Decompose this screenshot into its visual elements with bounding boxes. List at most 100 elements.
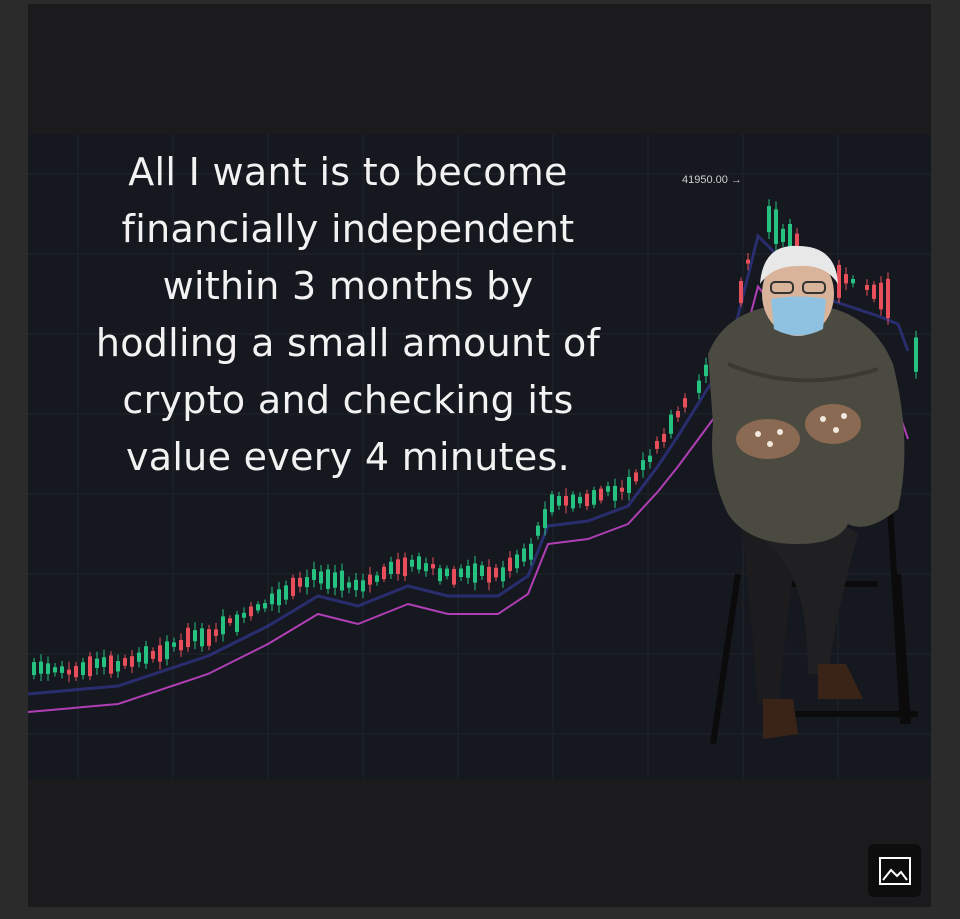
candle-body: [67, 669, 71, 675]
moving-average-line: [28, 284, 909, 713]
candle-body: [256, 604, 260, 611]
candle-body: [592, 490, 596, 505]
candle-body: [291, 577, 295, 596]
candle-body: [333, 572, 337, 588]
candlestick-chart: [28, 134, 931, 779]
candle-body: [354, 579, 358, 591]
candle-body: [361, 580, 365, 592]
candle-body: [39, 661, 43, 674]
candle-body: [606, 486, 610, 492]
candle-body: [466, 565, 470, 578]
candle-body: [53, 667, 57, 673]
candle-body: [564, 495, 568, 506]
candle-body: [368, 574, 372, 585]
candle-body: [648, 455, 652, 462]
candle-body: [522, 548, 526, 562]
candle-body: [452, 568, 456, 585]
candle-body: [431, 564, 435, 569]
candle-body: [319, 571, 323, 584]
candle-body: [207, 629, 211, 646]
candle-body: [165, 641, 169, 660]
candle-body: [669, 414, 673, 434]
meme-image: All I want is to become financially inde…: [28, 134, 931, 779]
candle-body: [305, 577, 309, 588]
candle-body: [312, 569, 316, 580]
candle-body: [340, 570, 344, 591]
candle-body: [74, 666, 78, 678]
candle-body: [186, 627, 190, 648]
candle-body: [263, 603, 267, 609]
candle-body: [620, 487, 624, 492]
seated-person-illustration: [708, 245, 918, 745]
candle-body: [123, 658, 127, 666]
candle-body: [571, 494, 575, 509]
candle-body: [641, 460, 645, 471]
candle-body: [634, 472, 638, 482]
candle-body: [515, 554, 519, 569]
candle-body: [627, 476, 631, 493]
candle-body: [872, 284, 876, 299]
candle-body: [228, 618, 232, 623]
image-icon: [878, 856, 911, 885]
candle-body: [473, 563, 477, 583]
candle-body: [95, 658, 99, 668]
candle-body: [879, 282, 883, 310]
image-frame: All I want is to become financially inde…: [28, 4, 931, 907]
candle-body: [459, 568, 463, 577]
candle-body: [487, 566, 491, 583]
candle-body: [144, 646, 148, 664]
candle-body: [81, 662, 85, 676]
view-image-button[interactable]: [868, 844, 921, 897]
candle-body: [389, 561, 393, 574]
candle-body: [130, 656, 134, 667]
candle-body: [172, 642, 176, 647]
candle-body: [396, 559, 400, 574]
candle-body: [501, 567, 505, 582]
candle-body: [788, 223, 792, 263]
candle-body: [739, 280, 743, 304]
candle-body: [158, 645, 162, 662]
candle-body: [235, 614, 239, 632]
candle-body: [865, 285, 869, 290]
candle-body: [382, 566, 386, 580]
candle-body: [32, 662, 36, 676]
candle-body: [494, 567, 498, 578]
candle-body: [767, 206, 771, 233]
candle-body: [102, 657, 106, 667]
candle-body: [445, 568, 449, 577]
candle-body: [284, 585, 288, 600]
candle-body: [151, 651, 155, 659]
candle-body: [508, 557, 512, 572]
candle-body: [347, 582, 351, 588]
candle-body: [375, 575, 379, 582]
candle-body: [109, 655, 113, 674]
candle-body: [270, 593, 274, 605]
candle-body: [179, 640, 183, 651]
candle-body: [746, 259, 750, 264]
band-line: [28, 233, 910, 696]
candle-body: [704, 364, 708, 377]
candle-body: [536, 525, 540, 536]
candle-body: [543, 509, 547, 528]
candle-body: [137, 652, 141, 662]
candle-body: [557, 496, 561, 506]
candle-body: [438, 568, 442, 582]
candle-body: [774, 209, 778, 244]
candle-body: [697, 380, 701, 393]
candle-body: [116, 661, 120, 672]
candle-body: [46, 663, 50, 674]
candle-body: [655, 441, 659, 449]
candle-body: [914, 337, 918, 372]
candle-body: [844, 274, 848, 284]
candle-body: [193, 630, 197, 642]
candle-body: [410, 559, 414, 567]
candle-body: [837, 264, 841, 298]
candle-body: [60, 666, 64, 673]
candle-body: [242, 612, 246, 618]
candle-body: [277, 589, 281, 606]
candle-body: [781, 228, 785, 242]
candle-body: [662, 433, 666, 443]
candle-body: [585, 493, 589, 507]
candle-body: [200, 628, 204, 647]
candle-body: [550, 494, 554, 513]
